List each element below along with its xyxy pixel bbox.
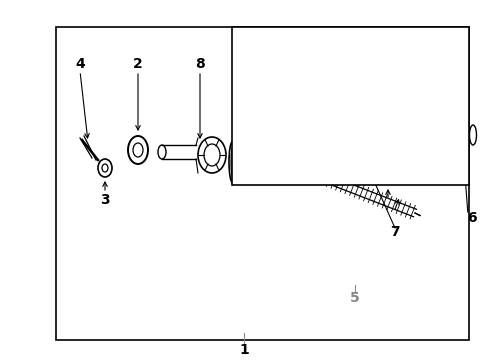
Text: 2: 2 xyxy=(133,57,142,71)
Text: 3: 3 xyxy=(100,193,110,207)
Bar xyxy=(232,27,468,185)
Bar xyxy=(232,27,468,185)
Text: 7: 7 xyxy=(389,225,399,239)
Text: 6: 6 xyxy=(466,211,476,225)
Text: 5: 5 xyxy=(349,291,359,305)
Text: 4: 4 xyxy=(75,57,85,71)
Text: 1: 1 xyxy=(239,343,248,357)
Text: 8: 8 xyxy=(195,57,204,71)
Bar xyxy=(56,27,468,340)
Text: 10: 10 xyxy=(325,93,344,107)
Text: 9: 9 xyxy=(253,41,262,55)
